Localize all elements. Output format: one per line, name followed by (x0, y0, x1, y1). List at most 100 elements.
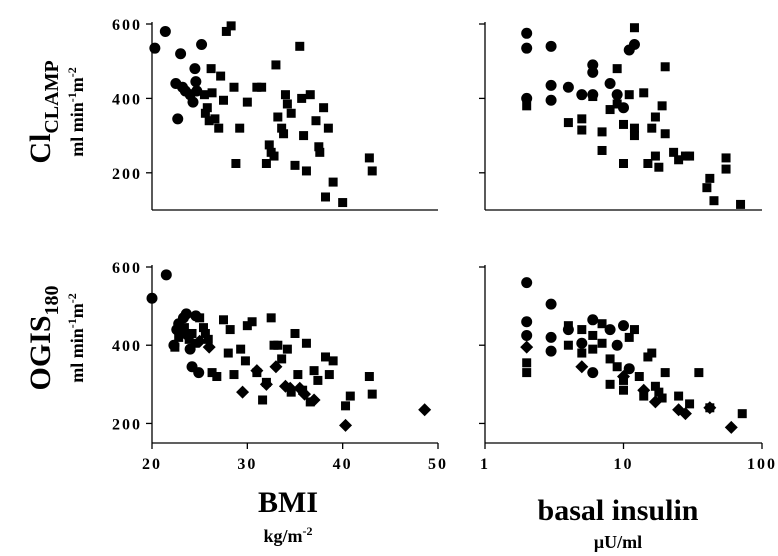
data-point-diamond (236, 385, 250, 399)
data-point-circle (190, 76, 202, 88)
data-point-square (277, 123, 287, 133)
data-point-square (279, 129, 289, 139)
data-point-square (231, 159, 241, 168)
data-point-square (597, 319, 607, 329)
data-point-circle (521, 92, 533, 104)
panel-ogis-vs-insulin: 1 10 100 (479, 265, 777, 473)
data-point-square (367, 166, 377, 176)
data-point-square (650, 112, 660, 122)
data-point-circle (587, 66, 599, 78)
data-point-square (577, 114, 587, 124)
data-point-circle (618, 320, 629, 332)
data-point-square (736, 199, 746, 209)
data-point-diamond (648, 395, 662, 409)
y-tick-label: 400 (112, 338, 142, 355)
data-point-circle (175, 48, 187, 60)
data-point-square (605, 105, 615, 115)
data-point-diamond (703, 401, 717, 415)
data-point-square (660, 129, 670, 139)
data-point-square (647, 348, 657, 358)
data-point-square (273, 112, 283, 122)
data-point-square (364, 372, 374, 382)
data-point-circle (587, 367, 599, 379)
data-point-square (210, 114, 220, 124)
data-point-square (319, 103, 329, 113)
data-point-diamond (283, 381, 297, 395)
data-point-square (597, 145, 607, 155)
data-point-diamond (724, 420, 738, 434)
data-point-circle (545, 331, 557, 343)
data-point-square (179, 323, 189, 333)
x-tick-label: 50 (428, 456, 448, 473)
data-point-circle (562, 81, 574, 93)
data-point-square (214, 123, 224, 133)
data-point-square (629, 325, 639, 335)
data-point-square (269, 151, 279, 161)
data-point-square (522, 368, 532, 378)
data-point-circle (545, 40, 557, 52)
data-point-square (685, 151, 695, 161)
data-point-square (299, 131, 309, 141)
data-point-square (203, 334, 213, 344)
data-point-circle (628, 38, 640, 50)
data-point-diamond (678, 407, 692, 421)
data-point-square (321, 352, 331, 362)
data-point-square (199, 90, 209, 100)
data-point-square (522, 358, 532, 368)
data-point-square (737, 409, 747, 419)
data-point-square (674, 155, 684, 165)
data-point-square (323, 123, 333, 133)
data-point-square (198, 323, 208, 333)
data-point-diamond (250, 364, 264, 378)
xlabel-right-main: basal insulin (538, 494, 699, 527)
data-point-square (721, 164, 731, 174)
data-point-square (219, 315, 228, 325)
data-point-circle (196, 38, 208, 50)
data-point-square (229, 82, 239, 92)
data-point-square (605, 354, 615, 364)
data-point-circle (149, 42, 161, 54)
data-point-square (588, 344, 598, 354)
ylabel-top-units: ml min-1m-2 (65, 67, 87, 157)
x-tick-label: 100 (747, 456, 777, 473)
data-point-circle (545, 345, 557, 357)
data-point-square (619, 385, 628, 395)
data-point-square (264, 140, 274, 150)
panel-ogis-vs-bmi: 200 400 600 20 30 40 50 (112, 260, 448, 473)
data-point-square (190, 338, 200, 348)
data-point-square (367, 389, 377, 399)
data-point-square (321, 192, 331, 202)
data-point-diamond (617, 370, 630, 384)
data-point-square (657, 101, 667, 111)
data-point-square (266, 313, 276, 323)
data-point-diamond (202, 340, 216, 354)
data-point-square (577, 325, 587, 335)
data-point-square (338, 198, 348, 208)
data-point-square (624, 332, 634, 342)
data-point-diamond (339, 418, 353, 432)
data-point-square (563, 340, 573, 350)
ylabel-bottom-units: ml min-1m-2 (65, 293, 87, 383)
data-point-diamond (193, 334, 207, 348)
data-point-circle (545, 298, 557, 310)
data-point-square (588, 92, 598, 102)
x-tick-label: 20 (142, 456, 162, 473)
data-point-square (314, 142, 324, 152)
data-point-diamond (259, 377, 273, 391)
data-point-square (345, 391, 355, 401)
data-point-circle (159, 25, 171, 37)
data-point-square (709, 196, 719, 206)
data-point-square (657, 393, 667, 403)
data-point-circle (623, 363, 635, 375)
data-point-square (629, 123, 639, 133)
data-point-square (612, 64, 622, 74)
data-point-circle (545, 94, 557, 106)
data-point-square (619, 159, 628, 168)
data-point-square (643, 159, 653, 168)
data-point-circle (576, 337, 588, 349)
data-point-square (654, 387, 664, 397)
data-point-circle (191, 85, 203, 97)
data-point-square (629, 131, 639, 141)
x-tick-label: 40 (333, 456, 353, 473)
